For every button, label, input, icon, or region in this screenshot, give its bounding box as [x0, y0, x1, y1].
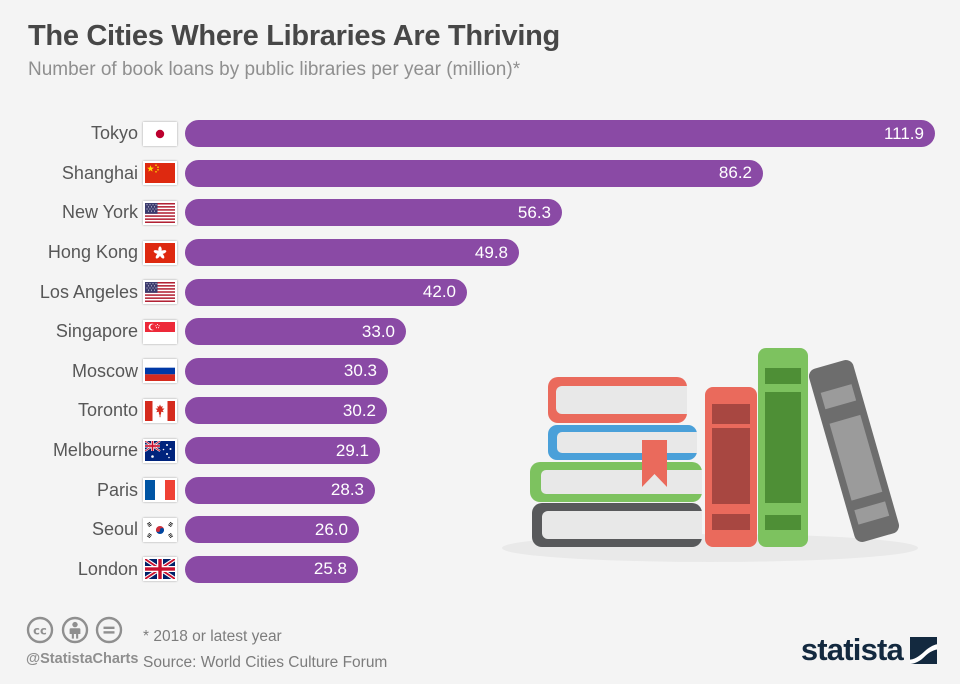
- city-label: Toronto: [77, 400, 138, 421]
- chart-row: Los Angeles 42.0: [28, 272, 935, 312]
- page-subtitle: Number of book loans by public libraries…: [28, 59, 521, 80]
- city-label: Melbourne: [52, 440, 138, 461]
- no-derivatives-icon: [95, 616, 123, 644]
- bar-value-label: 86.2: [718, 163, 752, 183]
- bar-value-label: 30.3: [343, 361, 377, 381]
- value-bar: 56.3: [185, 199, 562, 227]
- bar-value-label: 25.8: [313, 559, 347, 579]
- value-bar: 86.2: [185, 159, 763, 187]
- city-label: Tokyo: [90, 123, 138, 144]
- chart-row: Toronto 30.2: [28, 391, 935, 431]
- creative-commons-icons: cc: [26, 616, 123, 644]
- value-bar: 28.3: [185, 476, 375, 504]
- flag-singapore-icon: [143, 319, 177, 344]
- source: Source: World Cities Culture Forum: [143, 654, 388, 671]
- chart-row: Melbourne 29.1: [28, 431, 935, 471]
- city-label: Shanghai: [61, 162, 138, 183]
- city-label: Seoul: [91, 519, 138, 540]
- bar-chart: Tokyo 111.9 Shanghai 86.2 New York 56.3 Hong K…: [28, 114, 935, 589]
- flag-russia-icon: [143, 359, 177, 384]
- chart-row: Singapore 33.0: [28, 312, 935, 352]
- flag-canada-icon: [143, 398, 177, 423]
- value-bar: 25.8: [185, 555, 358, 583]
- cc-icon: [26, 616, 54, 644]
- chart-row: London 25.8: [28, 550, 935, 590]
- chart-row: Hong Kong 49.8: [28, 233, 935, 273]
- chart-row: Seoul 26.0: [28, 510, 935, 550]
- attribution-icon: [61, 616, 89, 644]
- flag-united-states-icon: [143, 200, 177, 225]
- value-bar: 42.0: [185, 278, 467, 306]
- value-bar: 30.3: [185, 357, 388, 385]
- bar-value-label: 42.0: [422, 282, 456, 302]
- flag-japan-icon: [143, 121, 177, 146]
- city-label: Los Angeles: [39, 281, 138, 302]
- bar-value-label: 111.9: [883, 123, 924, 143]
- flag-united-kingdom-icon: [143, 557, 177, 582]
- value-bar: 111.9: [185, 120, 935, 148]
- license-block: cc @StatistaCharts: [26, 616, 138, 667]
- city-label: Singapore: [55, 321, 138, 342]
- chart-row: New York 56.3: [28, 193, 935, 233]
- city-label: London: [77, 558, 138, 579]
- flag-china-icon: [143, 161, 177, 186]
- bar-value-label: 30.2: [342, 400, 376, 420]
- footnote: * 2018 or latest year: [143, 628, 282, 645]
- header: The Cities Where Libraries Are Thriving …: [28, 20, 560, 81]
- flag-south-korea-icon: [143, 517, 177, 542]
- bar-value-label: 56.3: [517, 202, 551, 222]
- bar-value-label: 33.0: [361, 321, 395, 341]
- statista-wordmark: statista: [800, 632, 904, 667]
- flag-australia-icon: [143, 438, 177, 463]
- value-bar: 29.1: [185, 437, 380, 465]
- bar-value-label: 29.1: [335, 440, 369, 460]
- footer-notes: * 2018 or latest year Source: World Citi…: [143, 624, 387, 676]
- page-title: The Cities Where Libraries Are Thriving: [28, 20, 560, 52]
- flag-hong-kong-icon: [143, 240, 177, 265]
- city-label: Paris: [96, 479, 138, 500]
- city-label: Hong Kong: [47, 242, 138, 263]
- value-bar: 33.0: [185, 318, 406, 346]
- chart-row: Moscow 30.3: [28, 352, 935, 392]
- value-bar: 30.2: [185, 397, 387, 425]
- flag-united-states-icon: [143, 280, 177, 305]
- chart-row: Shanghai 86.2: [28, 154, 935, 194]
- bar-value-label: 28.3: [330, 480, 364, 500]
- statista-logo-mark: [910, 636, 937, 664]
- bar-value-label: 26.0: [314, 519, 348, 539]
- statista-charts-handle: @StatistaCharts: [26, 651, 139, 667]
- chart-row: Paris 28.3: [28, 470, 935, 510]
- city-label: Moscow: [71, 360, 138, 381]
- bar-value-label: 49.8: [474, 242, 508, 262]
- svg-text:cc: cc: [33, 624, 47, 638]
- value-bar: 26.0: [185, 516, 359, 544]
- statista-logo: statista: [801, 632, 937, 668]
- value-bar: 49.8: [185, 239, 519, 267]
- chart-row: Tokyo 111.9: [28, 114, 935, 154]
- city-label: New York: [61, 202, 138, 223]
- flag-france-icon: [143, 478, 177, 503]
